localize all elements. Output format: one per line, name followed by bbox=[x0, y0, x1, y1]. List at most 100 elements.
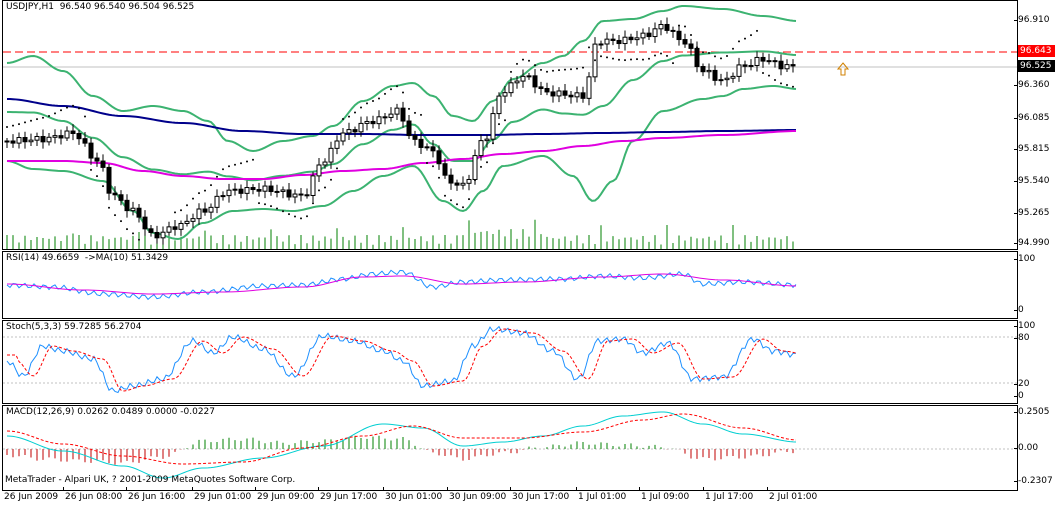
rsi-pane[interactable]: RSI(14) 49.6659 ->MA(10) 51.3429 bbox=[2, 251, 1018, 319]
candle-body bbox=[478, 140, 484, 157]
candle-body bbox=[394, 107, 400, 115]
candle-body bbox=[28, 139, 34, 143]
candle-body bbox=[580, 92, 586, 99]
parabolic-sar-dot bbox=[186, 204, 188, 207]
parabolic-sar-dot bbox=[90, 168, 92, 171]
macd-pane[interactable]: MACD(12,26,9) 0.0262 0.0489 0.0000 -0.02… bbox=[2, 405, 1018, 491]
parabolic-sar-dot bbox=[624, 59, 626, 62]
candle-body bbox=[94, 157, 100, 162]
candle-body bbox=[34, 136, 40, 141]
bid-price-tag: 96.525 bbox=[1018, 60, 1055, 72]
candle-body bbox=[412, 135, 418, 140]
candle-body bbox=[118, 194, 124, 201]
candle-body bbox=[310, 175, 316, 196]
parabolic-sar-dot bbox=[12, 124, 14, 127]
parabolic-sar-dot bbox=[348, 115, 350, 118]
parabolic-sar-dot bbox=[426, 161, 428, 164]
parabolic-sar-dot bbox=[342, 118, 344, 120]
candle-body bbox=[508, 82, 514, 94]
time-axis-label: 30 Jun 17:00 bbox=[509, 487, 570, 502]
parabolic-sar-dot bbox=[42, 116, 44, 119]
parabolic-sar-dot bbox=[576, 67, 578, 70]
stochastic-pane[interactable]: Stoch(5,3,3) 59.7285 56.2704 bbox=[2, 320, 1018, 404]
parabolic-sar-dot bbox=[726, 54, 728, 57]
candle-body bbox=[382, 116, 388, 119]
parabolic-sar-dot bbox=[708, 52, 710, 55]
parabolic-sar-dot bbox=[480, 165, 482, 168]
parabolic-sar-dot bbox=[24, 121, 26, 124]
parabolic-sar-dot bbox=[132, 232, 134, 235]
parabolic-sar-dot bbox=[564, 68, 566, 71]
parabolic-sar-dot bbox=[270, 205, 272, 208]
parabolic-sar-dot bbox=[294, 215, 296, 218]
candle-body bbox=[634, 37, 640, 41]
parabolic-sar-dot bbox=[432, 165, 434, 168]
macd-title: MACD(12,26,9) 0.0262 0.0489 0.0000 -0.02… bbox=[6, 407, 216, 417]
candle-body bbox=[484, 138, 490, 142]
parabolic-sar-dot bbox=[318, 189, 320, 192]
parabolic-sar-dot bbox=[468, 198, 470, 201]
price-chart-pane[interactable]: USDJPY,H1 96.540 96.540 96.504 96.525 bbox=[2, 0, 1018, 250]
candle-body bbox=[748, 64, 754, 67]
parabolic-sar-dot bbox=[606, 56, 608, 59]
time-axis-label: 26 Jun 16:00 bbox=[125, 487, 186, 502]
parabolic-sar-dot bbox=[738, 40, 740, 43]
parabolic-sar-dot bbox=[666, 54, 668, 57]
candle-body bbox=[274, 190, 280, 193]
parabolic-sar-dot bbox=[522, 58, 524, 61]
candle-body bbox=[670, 29, 676, 32]
candle-body bbox=[502, 92, 508, 97]
time-axis-label: 1 Jul 17:00 bbox=[702, 487, 754, 502]
parabolic-sar-dot bbox=[330, 178, 332, 181]
parabolic-sar-dot bbox=[414, 111, 416, 114]
time-axis-label: 2 Jul 01:00 bbox=[766, 487, 818, 502]
candle-body bbox=[430, 146, 436, 152]
candle-body bbox=[106, 166, 112, 194]
candle-body bbox=[574, 92, 580, 98]
stochastic-scale-label: 20 bbox=[1013, 379, 1030, 389]
candle-body bbox=[604, 38, 610, 45]
candle-body bbox=[64, 130, 70, 139]
rsi-ma-line bbox=[6, 273, 797, 295]
candle-body bbox=[124, 199, 130, 212]
parabolic-sar-dot bbox=[102, 185, 104, 188]
parabolic-sar-dot bbox=[384, 92, 386, 95]
candle-body bbox=[676, 30, 682, 41]
candle-body bbox=[400, 107, 406, 122]
candle-body bbox=[784, 64, 790, 70]
candle-body bbox=[322, 161, 328, 166]
parabolic-sar-dot bbox=[30, 119, 32, 122]
parabolic-sar-dot bbox=[252, 158, 254, 161]
parabolic-sar-dot bbox=[306, 215, 308, 218]
parabolic-sar-dot bbox=[534, 64, 536, 67]
price-scale-label: 95.540 bbox=[1014, 176, 1050, 186]
macd-scale-label: 0.00 bbox=[1013, 443, 1039, 453]
parabolic-sar-dot bbox=[198, 192, 200, 195]
candle-body bbox=[202, 208, 208, 213]
parabolic-sar-dot bbox=[204, 189, 206, 192]
candle-body bbox=[700, 66, 706, 73]
parabolic-sar-dot bbox=[684, 25, 686, 28]
parabolic-sar-dot bbox=[570, 68, 572, 71]
parabolic-sar-dot bbox=[282, 210, 284, 213]
candle-body bbox=[16, 137, 22, 144]
parabolic-sar-dot bbox=[756, 29, 758, 32]
candle-body bbox=[622, 36, 628, 45]
candle-body bbox=[154, 231, 160, 239]
candle-body bbox=[208, 206, 214, 213]
parabolic-sar-dot bbox=[696, 46, 698, 49]
candle-body bbox=[376, 116, 382, 125]
candle-body bbox=[316, 164, 322, 177]
candle-body bbox=[226, 189, 232, 197]
parabolic-sar-dot bbox=[450, 199, 452, 202]
macd-canvas bbox=[3, 411, 1017, 479]
ref-line-price-tag: 96.643 bbox=[1018, 45, 1055, 57]
bollinger-middle-band bbox=[6, 50, 797, 182]
candle-body bbox=[790, 64, 796, 67]
candle-body bbox=[718, 79, 724, 82]
parabolic-sar-dot bbox=[234, 163, 236, 166]
candle-body bbox=[304, 194, 310, 197]
parabolic-sar-dot bbox=[84, 115, 86, 118]
parabolic-sar-dot bbox=[18, 123, 20, 126]
moving-average-fast bbox=[7, 130, 797, 180]
